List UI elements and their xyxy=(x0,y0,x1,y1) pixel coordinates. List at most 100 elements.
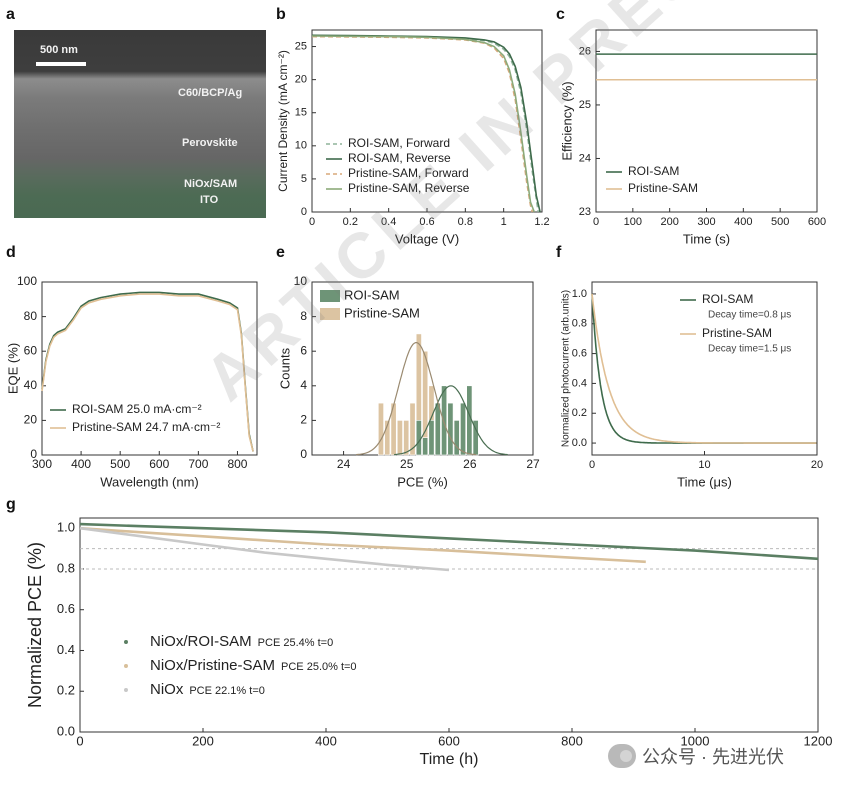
legend-label-b-0: ROI-SAM, Forward xyxy=(348,136,450,150)
layer-label-htl: NiOx/SAM xyxy=(184,178,238,190)
x-axis-label-e: PCE (%) xyxy=(397,474,448,489)
x-tick-label-b: 1 xyxy=(501,216,507,228)
legend-label-e-0: ROI-SAM xyxy=(344,287,400,302)
panel-label-f: f xyxy=(556,244,562,261)
legend-note-g-1: PCE 25.0% t=0 xyxy=(281,661,357,673)
x-tick-label-d: 300 xyxy=(32,457,52,471)
y-tick-label-b: 10 xyxy=(295,140,307,152)
stability-trace-0 xyxy=(79,522,819,561)
legend-label-g-1: NiOx/Pristine-SAM xyxy=(150,657,275,674)
x-tick-label-c: 200 xyxy=(660,216,678,228)
legend-marker-g-2 xyxy=(124,688,128,692)
x-axis-label-b: Voltage (V) xyxy=(395,231,459,246)
y-tick-label-c: 23 xyxy=(579,206,591,218)
plot-frame-d xyxy=(41,281,258,456)
brand-text: 公众号 · 先进光伏 xyxy=(642,747,784,767)
histogram-bar xyxy=(403,420,410,456)
y-tick-label-e: 0 xyxy=(300,447,307,461)
x-tick-label-b: 1.2 xyxy=(534,216,549,228)
wechat-icon xyxy=(608,744,636,768)
legend-label-c-0: ROI-SAM xyxy=(628,164,679,178)
y-tick-label-g: 1.0 xyxy=(57,520,75,535)
x-tick-label-c: 600 xyxy=(808,216,826,228)
y-tick-label-e: 4 xyxy=(300,378,307,392)
x-tick-label-e: 27 xyxy=(526,457,540,471)
x-tick-label-e: 24 xyxy=(337,457,351,471)
x-tick-label-d: 500 xyxy=(110,457,130,471)
y-tick-label-g: 0.4 xyxy=(57,642,75,657)
layer-label-perovskite: Perovskite xyxy=(182,137,238,149)
x-tick-label-e: 26 xyxy=(463,457,477,471)
stability-trace-1 xyxy=(79,526,646,564)
histogram-bar xyxy=(434,402,441,456)
x-axis-label-c: Time (s) xyxy=(683,231,730,246)
y-tick-label-c: 24 xyxy=(579,152,591,164)
x-axis-label-g: Time (h) xyxy=(420,751,479,768)
stability-trace-2 xyxy=(79,526,450,572)
legend-label-b-3: Pristine-SAM, Reverse xyxy=(348,181,470,195)
layer-label-ito: ITO xyxy=(200,194,219,206)
y-axis-label-e: Counts xyxy=(277,347,292,389)
sem-cross-section: 500 nm C60/BCP/Ag Perovskite NiOx/SAM IT… xyxy=(14,30,266,218)
y-tick-label-e: 6 xyxy=(300,343,307,357)
legend-swatch-e-1 xyxy=(320,308,340,320)
y-tick-label-d: 40 xyxy=(24,378,38,392)
x-tick-label-g: 600 xyxy=(438,733,460,748)
legend-note-f-1: Decay time=1.5 μs xyxy=(708,344,791,355)
x-tick-label-d: 700 xyxy=(188,457,208,471)
x-tick-label-c: 300 xyxy=(697,216,715,228)
panel-label-e: e xyxy=(276,244,285,261)
x-tick-label-f: 20 xyxy=(811,459,823,471)
histogram-bar xyxy=(422,437,429,456)
histogram-bar xyxy=(441,385,448,456)
y-tick-label-d: 100 xyxy=(17,274,37,288)
layer-label-electrode: C60/BCP/Ag xyxy=(178,87,243,99)
legend-label-d-0: ROI-SAM 25.0 mA·cm⁻² xyxy=(72,402,202,416)
y-tick-label-c: 26 xyxy=(579,45,591,57)
x-tick-label-g: 400 xyxy=(315,733,337,748)
histogram-bar xyxy=(396,420,403,456)
y-axis-label-c: Efficiency (%) xyxy=(559,81,574,160)
legend-label-e-1: Pristine-SAM xyxy=(344,305,420,320)
y-tick-label-f: 0.6 xyxy=(572,347,587,359)
x-tick-label-b: 0 xyxy=(309,216,315,228)
y-axis-label-f: Normalized photocurrent (arb.units) xyxy=(561,290,572,447)
histogram-bar xyxy=(377,402,384,456)
y-tick-label-b: 15 xyxy=(295,107,307,119)
histogram-bar xyxy=(428,420,435,456)
x-tick-label-g: 1000 xyxy=(681,733,710,748)
x-tick-label-f: 0 xyxy=(589,459,595,471)
y-tick-label-f: 0.2 xyxy=(572,407,587,419)
x-tick-label-b: 0.8 xyxy=(458,216,473,228)
jv-curve-3 xyxy=(311,35,536,213)
legend-marker-g-1 xyxy=(124,664,128,668)
y-tick-label-b: 25 xyxy=(295,40,307,52)
x-tick-label-b: 0.6 xyxy=(419,216,434,228)
histogram-bar xyxy=(409,402,416,456)
legend-label-d-1: Pristine-SAM 24.7 mA·cm⁻² xyxy=(72,420,220,434)
legend-note-g-2: PCE 22.1% t=0 xyxy=(189,685,265,697)
y-tick-label-d: 60 xyxy=(24,343,38,357)
histogram-bar xyxy=(447,402,454,456)
y-tick-label-c: 25 xyxy=(579,99,591,111)
y-axis-label-d: EQE (%) xyxy=(5,343,20,394)
y-tick-label-e: 8 xyxy=(300,309,307,323)
y-tick-label-e: 10 xyxy=(294,274,308,288)
gaussian-fit-1 xyxy=(356,342,477,456)
histogram-bar xyxy=(384,420,391,456)
legend-label-g-2: NiOx xyxy=(150,681,184,698)
histogram-bar xyxy=(453,420,460,456)
histogram-bar xyxy=(460,402,466,456)
y-tick-label-g: 0.2 xyxy=(57,683,75,698)
y-tick-label-b: 5 xyxy=(301,173,307,185)
y-tick-label-e: 2 xyxy=(300,413,307,427)
x-tick-label-c: 0 xyxy=(593,216,599,228)
x-tick-label-b: 0.2 xyxy=(343,216,358,228)
y-tick-label-g: 0.0 xyxy=(57,723,75,738)
legend-label-f-1: Pristine-SAM xyxy=(702,326,772,340)
legend-label-g-0: NiOx/ROI-SAM xyxy=(150,633,252,650)
legend-label-f-0: ROI-SAM xyxy=(702,292,753,306)
legend-label-b-2: Pristine-SAM, Forward xyxy=(348,166,469,180)
legend-label-c-1: Pristine-SAM xyxy=(628,181,698,195)
x-tick-label-d: 600 xyxy=(149,457,169,471)
